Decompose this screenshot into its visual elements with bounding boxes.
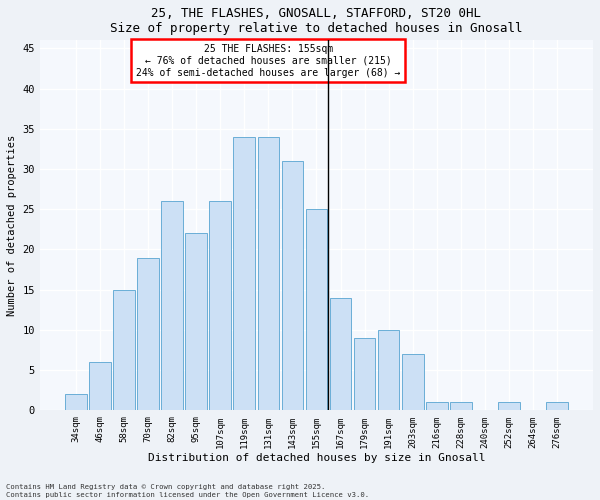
X-axis label: Distribution of detached houses by size in Gnosall: Distribution of detached houses by size … <box>148 453 485 463</box>
Bar <box>329 298 352 410</box>
Bar <box>209 201 231 410</box>
Bar <box>137 258 159 410</box>
Bar <box>113 290 135 410</box>
Text: Contains HM Land Registry data © Crown copyright and database right 2025.
Contai: Contains HM Land Registry data © Crown c… <box>6 484 369 498</box>
Bar <box>281 161 303 410</box>
Bar <box>185 234 207 410</box>
Y-axis label: Number of detached properties: Number of detached properties <box>7 134 17 316</box>
Bar <box>546 402 568 410</box>
Bar <box>498 402 520 410</box>
Bar <box>257 137 279 410</box>
Bar <box>450 402 472 410</box>
Bar <box>161 201 183 410</box>
Bar <box>426 402 448 410</box>
Bar <box>354 338 376 410</box>
Bar <box>65 394 86 410</box>
Bar <box>402 354 424 410</box>
Bar <box>233 137 255 410</box>
Bar <box>89 362 111 410</box>
Title: 25, THE FLASHES, GNOSALL, STAFFORD, ST20 0HL
Size of property relative to detach: 25, THE FLASHES, GNOSALL, STAFFORD, ST20… <box>110 7 523 35</box>
Text: 25 THE FLASHES: 155sqm
← 76% of detached houses are smaller (215)
24% of semi-de: 25 THE FLASHES: 155sqm ← 76% of detached… <box>136 44 401 78</box>
Bar <box>305 209 327 410</box>
Bar <box>378 330 400 410</box>
